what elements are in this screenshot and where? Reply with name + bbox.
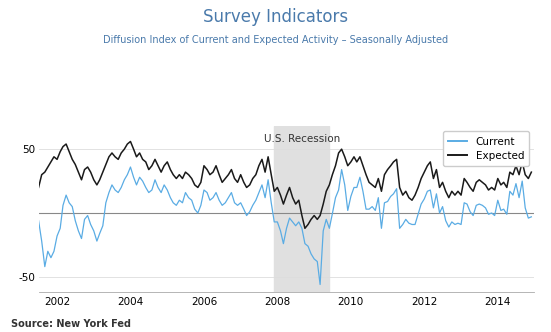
Bar	[274, 126, 329, 292]
Legend: Current, Expected: Current, Expected	[443, 131, 530, 166]
Text: Diffusion Index of Current and Expected Activity – Seasonally Adjusted: Diffusion Index of Current and Expected …	[103, 35, 448, 45]
Text: Survey Indicators: Survey Indicators	[203, 8, 348, 26]
Text: U.S. Recession: U.S. Recession	[264, 134, 340, 144]
Text: Source: New York Fed: Source: New York Fed	[11, 319, 131, 329]
